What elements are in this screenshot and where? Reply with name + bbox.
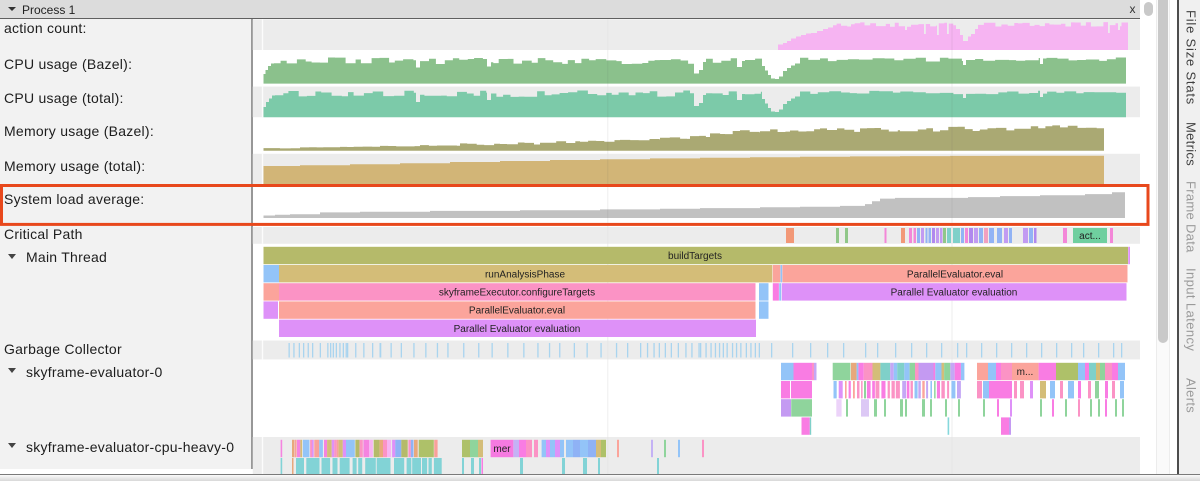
svg-text:ParallelEvaluator.eval: ParallelEvaluator.eval	[469, 306, 565, 317]
svg-text:Parallel Evaluator evaluation: Parallel Evaluator evaluation	[891, 288, 1018, 299]
svg-text:skyframeExecutor.configureTarg: skyframeExecutor.configureTargets	[439, 288, 595, 299]
svg-text:runAnalysisPhase: runAnalysisPhase	[485, 269, 565, 280]
svg-text:act...: act...	[1079, 231, 1101, 242]
svg-text:Parallel Evaluator evaluation: Parallel Evaluator evaluation	[454, 324, 581, 335]
svg-text:buildTargets: buildTargets	[668, 251, 722, 262]
svg-text:ParallelEvaluator.eval: ParallelEvaluator.eval	[907, 269, 1003, 280]
svg-text:mer: mer	[493, 444, 511, 455]
svg-text:m...: m...	[1017, 367, 1034, 378]
